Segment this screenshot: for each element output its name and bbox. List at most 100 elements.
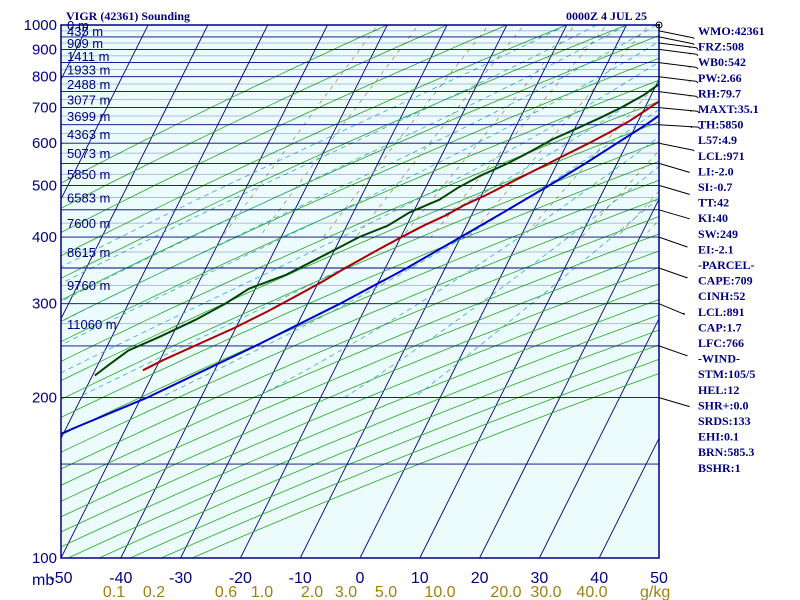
wind-barb-feather	[697, 110, 700, 114]
stability-index-item: BRN:585.3	[698, 445, 754, 459]
wind-barb-staff	[658, 142, 694, 151]
dry-adiabat-line	[61, 299, 659, 548]
wind-barb-feather	[696, 67, 699, 70]
pressure-tick-label: 800	[32, 69, 57, 86]
stability-index-item: FRZ:508	[698, 40, 744, 54]
pressure-tick-label: 500	[32, 177, 57, 194]
wind-barb	[658, 42, 699, 50]
isotherm-line	[61, 25, 269, 440]
wind-barb	[658, 303, 686, 315]
dry-adiabat-line	[61, 233, 659, 486]
wind-barb-staff	[658, 42, 697, 49]
wind-barb	[658, 345, 688, 357]
height-label: 8615 m	[67, 245, 110, 260]
wind-barb-half-feather	[688, 66, 691, 68]
wind-barb-feather	[693, 43, 695, 46]
wind-barb-feather	[693, 149, 695, 152]
moist-adiabat-line	[255, 136, 659, 398]
stability-index-item: HEL:12	[698, 383, 739, 397]
height-label: 435 m	[67, 24, 103, 39]
stability-index-item: LFC:766	[698, 336, 744, 350]
mixing-ratio-label: 0.6	[215, 584, 237, 600]
temperature-tick-label: 30	[531, 570, 549, 587]
calm-wind-dot	[657, 23, 661, 27]
wind-barb-half-feather	[686, 36, 688, 38]
wind-barb	[658, 184, 690, 195]
stability-index-item: TT:42	[698, 196, 729, 210]
mixing-ratio-label: 2.0	[301, 584, 323, 600]
moist-adiabat-line	[61, 25, 567, 268]
wind-barb	[658, 48, 699, 57]
wind-barb-staff	[658, 345, 688, 357]
wind-barb-staff	[658, 48, 697, 55]
mixing-ratio-label: 0.1	[103, 584, 125, 600]
wind-barb-staff	[658, 184, 690, 195]
stability-index-item: RH:79.7	[698, 86, 741, 100]
plot-frame	[60, 24, 660, 559]
wind-barb-feather	[693, 37, 695, 40]
wind-barb-feather	[683, 312, 686, 315]
wind-barb-staff	[658, 162, 690, 173]
pressure-tick-label: 200	[32, 390, 57, 407]
wind-barb	[658, 76, 699, 84]
wind-barb-staff	[658, 267, 688, 279]
mixing-ratio-label: 1.0	[251, 584, 273, 600]
isotherm-line	[61, 25, 328, 558]
temperature-tick-label: 40	[590, 570, 608, 587]
wind-barb-staff	[658, 30, 694, 39]
wind-barb	[658, 236, 688, 248]
mixing-ratio-label: 10.0	[424, 584, 455, 600]
wind-barb-feather	[696, 47, 699, 50]
temperature-tick-label: -40	[109, 570, 132, 587]
stability-index-item: LCL:971	[698, 149, 745, 163]
trace-layer	[61, 83, 659, 435]
stability-index-item: SI:-0.7	[698, 180, 732, 194]
isotherm-line	[598, 437, 659, 558]
stability-index-item: L57:4.9	[698, 133, 737, 147]
mixing-ratio-label: 0.2	[143, 584, 165, 600]
wind-barb-layer	[655, 21, 701, 408]
wind-barb-staff	[658, 124, 699, 128]
stability-index-item: -PARCEL-	[698, 258, 754, 272]
wind-barb	[658, 162, 690, 173]
wind-barb-feather	[686, 245, 688, 248]
moist-adiabat-line	[413, 197, 659, 398]
pressure-tick-label: 900	[32, 41, 57, 58]
wind-barb-staff	[658, 36, 694, 45]
mixing-ratio-label: 40.0	[576, 584, 607, 600]
wind-barb	[658, 209, 690, 220]
stability-index-item: SW:249	[698, 227, 738, 241]
wind-barb-feather	[696, 81, 699, 84]
isotherm-line	[479, 198, 659, 558]
stability-index-item: CAPE:709	[698, 274, 753, 288]
height-label: 0 m	[67, 18, 89, 33]
mixing-ratio-label: 30.0	[530, 584, 561, 600]
height-label: 7600 m	[67, 216, 110, 231]
stability-index-item: EI:-2.1	[698, 242, 734, 256]
wind-barb	[655, 21, 663, 29]
pressure-tick-label: 600	[32, 135, 57, 152]
plot-background	[61, 25, 659, 558]
stability-index-item: LI:-2.0	[698, 164, 734, 178]
wind-barb-feather	[696, 96, 699, 99]
pressure-tick-label: 100	[32, 550, 57, 567]
stability-index-item: WMO:42361	[698, 24, 765, 38]
wind-barb	[658, 36, 695, 46]
moist-adiabat-line	[160, 108, 659, 398]
wind-barb-half-feather	[688, 46, 691, 49]
temperature-tick-label: -50	[49, 570, 72, 587]
stability-index-item: PW:2.66	[698, 71, 742, 85]
moist-adiabat-line	[77, 83, 659, 398]
pressure-unit-label: mb	[32, 572, 54, 589]
stability-index-item: LCL:891	[698, 305, 745, 319]
stability-index-item: MAXT:35.1	[698, 102, 759, 116]
wind-barb	[658, 107, 700, 114]
stability-index-item: SHR+:0.0	[698, 398, 749, 412]
height-label: 6583 m	[67, 190, 110, 205]
wind-barb-feather	[696, 53, 699, 57]
mixing-ratio-line	[221, 25, 379, 238]
stability-index-item: WB0:542	[698, 55, 746, 69]
height-label: 2488 m	[67, 77, 110, 92]
